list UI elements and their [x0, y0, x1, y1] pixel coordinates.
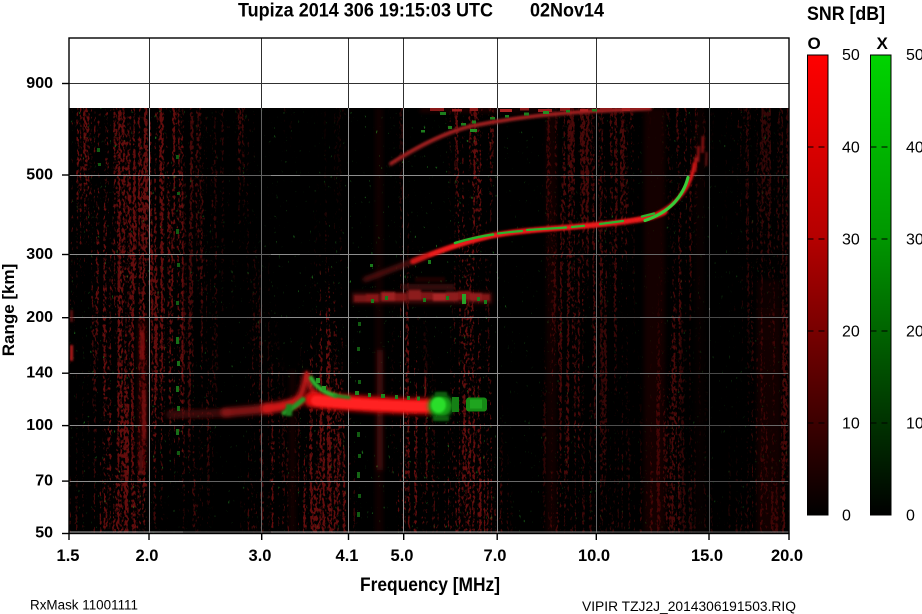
svg-text:3.0: 3.0 — [249, 547, 272, 565]
svg-text:Range [km]: Range [km] — [0, 264, 18, 357]
svg-text:40: 40 — [906, 140, 922, 157]
svg-text:10: 10 — [906, 416, 922, 433]
svg-text:140: 140 — [26, 365, 53, 382]
svg-text:30: 30 — [906, 232, 922, 249]
svg-text:1.5: 1.5 — [57, 547, 80, 565]
svg-text:70: 70 — [35, 473, 53, 490]
svg-text:7.0: 7.0 — [484, 547, 507, 565]
svg-text:VIPIR TZJ2J_2014306191503.RIQ: VIPIR TZJ2J_2014306191503.RIQ — [582, 599, 796, 614]
svg-text:500: 500 — [26, 167, 53, 184]
svg-text:X: X — [877, 34, 889, 53]
svg-text:SNR [dB]: SNR [dB] — [807, 4, 885, 25]
svg-text:RxMask 11001111: RxMask 11001111 — [30, 598, 138, 613]
svg-text:Tupiza 2014 306 19:15:03 UTC: Tupiza 2014 306 19:15:03 UTC — [238, 1, 493, 22]
svg-text:2.0: 2.0 — [136, 547, 159, 565]
svg-text:300: 300 — [26, 246, 53, 263]
svg-text:20: 20 — [906, 324, 922, 341]
svg-text:5.0: 5.0 — [391, 547, 414, 565]
svg-text:30: 30 — [842, 232, 860, 249]
svg-text:02Nov14: 02Nov14 — [530, 1, 604, 22]
svg-text:100: 100 — [26, 417, 53, 434]
svg-text:0: 0 — [906, 508, 915, 525]
svg-text:Frequency [MHz]: Frequency [MHz] — [360, 575, 500, 596]
svg-text:20: 20 — [842, 324, 860, 341]
svg-text:40: 40 — [842, 140, 860, 157]
svg-text:O: O — [808, 34, 821, 53]
svg-text:10: 10 — [842, 416, 860, 433]
svg-text:200: 200 — [26, 309, 53, 326]
svg-text:15.0: 15.0 — [691, 547, 723, 565]
svg-text:900: 900 — [26, 75, 53, 92]
svg-text:0: 0 — [842, 508, 851, 525]
svg-text:50: 50 — [842, 47, 860, 64]
svg-text:50: 50 — [35, 525, 53, 542]
svg-text:4.1: 4.1 — [336, 547, 359, 565]
svg-text:50: 50 — [906, 47, 922, 64]
svg-text:10.0: 10.0 — [578, 547, 610, 565]
svg-text:20.0: 20.0 — [771, 547, 803, 565]
